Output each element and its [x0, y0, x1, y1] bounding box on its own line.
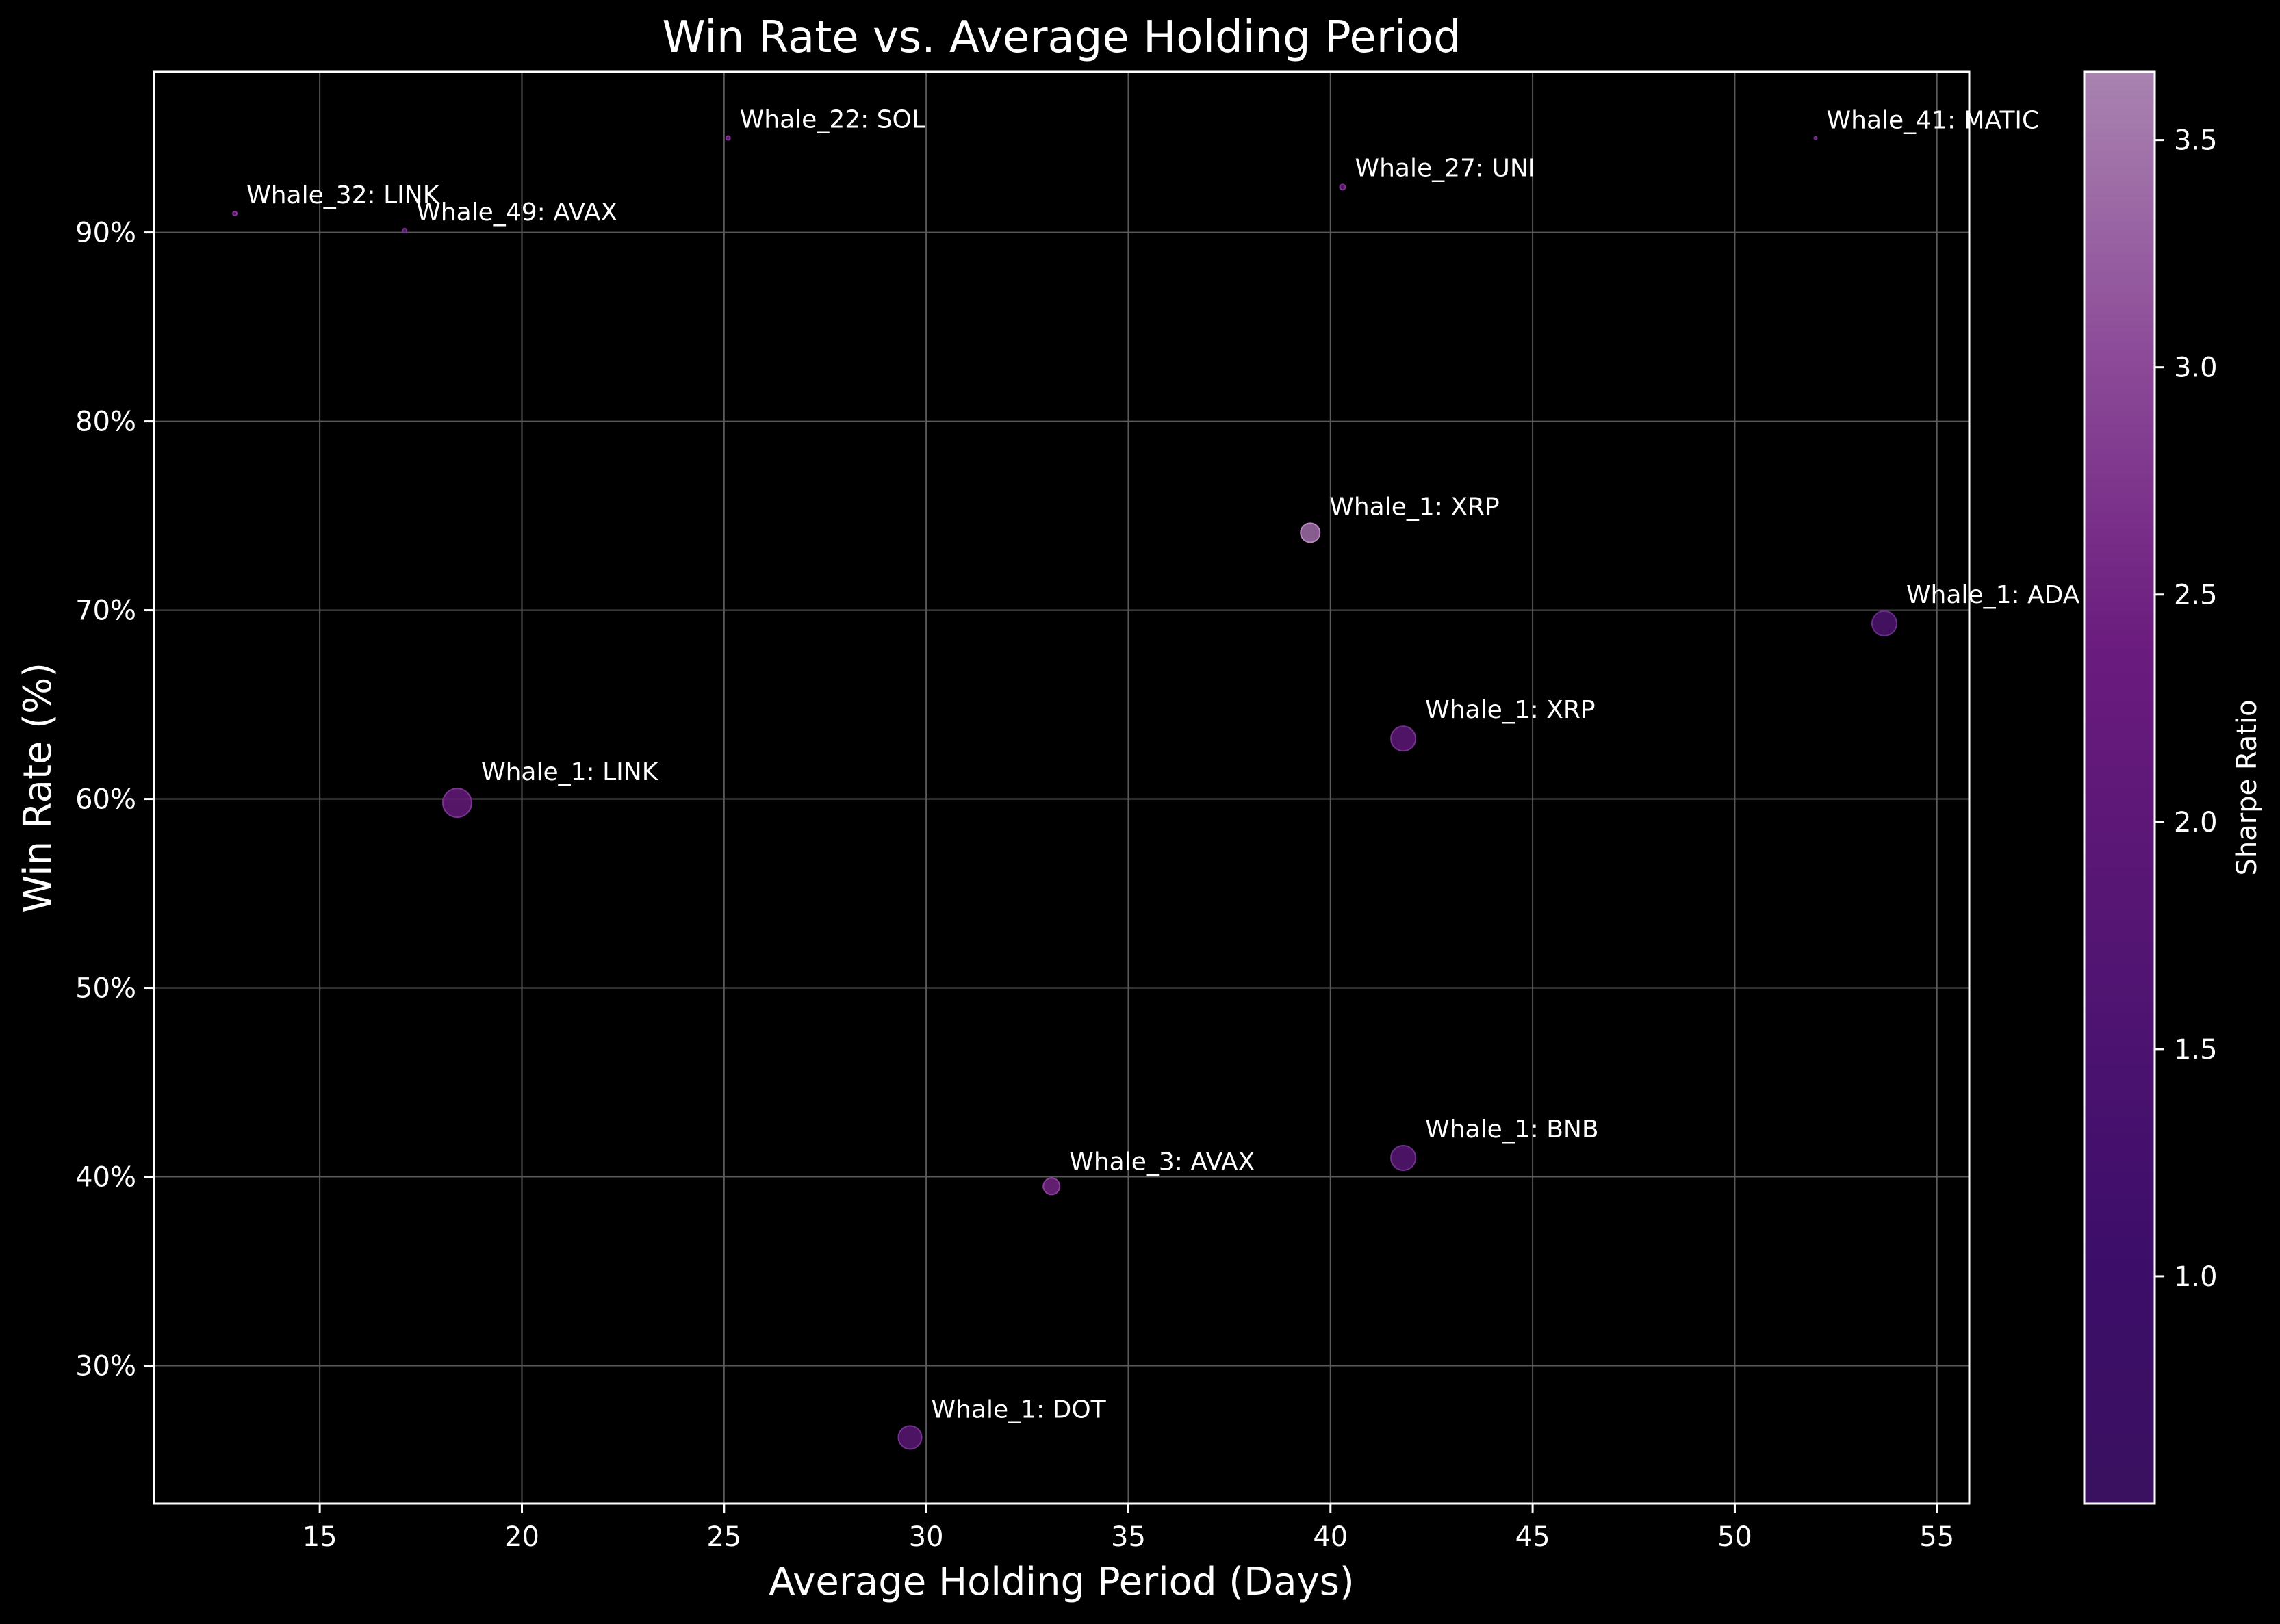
y-tick-label: 70%	[75, 595, 136, 627]
y-tick-label: 90%	[75, 218, 136, 249]
point-label: Whale_49: AVAX	[416, 198, 617, 227]
colorbar-tick-label: 1.0	[2174, 1261, 2218, 1293]
point-label: Whale_27: UNI	[1355, 154, 1535, 182]
x-tick-label: 55	[1919, 1521, 1954, 1553]
data-point[interactable]	[1042, 1177, 1061, 1196]
colorbar-tick-label: 3.5	[2174, 125, 2218, 157]
plot-area-frame	[153, 70, 1971, 1505]
point-label: Whale_32: LINK	[246, 181, 440, 209]
data-point[interactable]	[1813, 136, 1818, 140]
point-label: Whale_1: XRP	[1329, 493, 1499, 521]
colorbar-tick-label: 2.0	[2174, 807, 2218, 838]
y-tick-label: 80%	[75, 407, 136, 438]
colorbar-label: Sharpe Ratio	[2231, 699, 2263, 875]
y-axis-label: Win Rate (%)	[16, 662, 60, 913]
grid	[154, 72, 1969, 1504]
data-point[interactable]	[1300, 522, 1321, 543]
y-tick-label: 30%	[75, 1351, 136, 1382]
chart-title: Win Rate vs. Average Holding Period	[662, 12, 1461, 63]
point-label: Whale_41: MATIC	[1827, 107, 2040, 135]
x-tick-label: 30	[909, 1521, 944, 1553]
point-label: Whale_3: AVAX	[1069, 1148, 1255, 1176]
x-tick-label: 40	[1313, 1521, 1348, 1553]
x-axis-ticks: 15 20 25 30 35 40 45 50 55	[303, 1504, 1954, 1553]
x-tick-label: 15	[303, 1521, 337, 1553]
colorbar-tick-label: 1.5	[2174, 1034, 2218, 1066]
y-tick-label: 50%	[75, 973, 136, 1005]
x-tick-label: 35	[1111, 1521, 1146, 1553]
point-label: Whale_1: LINK	[481, 758, 659, 786]
data-point[interactable]	[1390, 725, 1417, 752]
data-point[interactable]	[232, 210, 238, 216]
colorbar-gradient	[2083, 70, 2156, 1505]
data-point[interactable]	[1339, 183, 1346, 191]
point-label: Whale_1: XRP	[1425, 696, 1595, 724]
point-label: Whale_1: ADA	[1906, 581, 2080, 609]
point-label: Whale_22: SOL	[740, 106, 925, 134]
x-tick-label: 20	[504, 1521, 539, 1553]
colorbar-tick-label: 2.5	[2174, 580, 2218, 611]
x-tick-label: 50	[1717, 1521, 1752, 1553]
colorbar-tick-label: 3.0	[2174, 352, 2218, 384]
data-point[interactable]	[897, 1425, 923, 1450]
data-point[interactable]	[1871, 610, 1897, 636]
data-point[interactable]	[441, 788, 472, 819]
data-point[interactable]	[402, 227, 408, 233]
x-axis-label: Average Holding Period (Days)	[769, 1560, 1355, 1604]
point-label: Whale_1: BNB	[1425, 1116, 1598, 1144]
point-label: Whale_1: DOT	[932, 1395, 1107, 1423]
data-point[interactable]	[725, 135, 731, 141]
y-tick-label: 60%	[75, 784, 136, 816]
y-axis-ticks: 30% 40% 50% 60% 70% 80% 90%	[75, 218, 154, 1382]
x-tick-label: 45	[1515, 1521, 1550, 1553]
data-points	[232, 135, 1897, 1450]
data-point[interactable]	[1390, 1144, 1417, 1171]
colorbar-ticks: 1.0 1.5 2.0 2.5 3.0 3.5	[2155, 125, 2218, 1293]
x-tick-label: 25	[706, 1521, 741, 1553]
colorbar: 1.0 1.5 2.0 2.5 3.0 3.5 Sharpe Ratio	[2083, 70, 2263, 1505]
y-tick-label: 40%	[75, 1162, 136, 1194]
